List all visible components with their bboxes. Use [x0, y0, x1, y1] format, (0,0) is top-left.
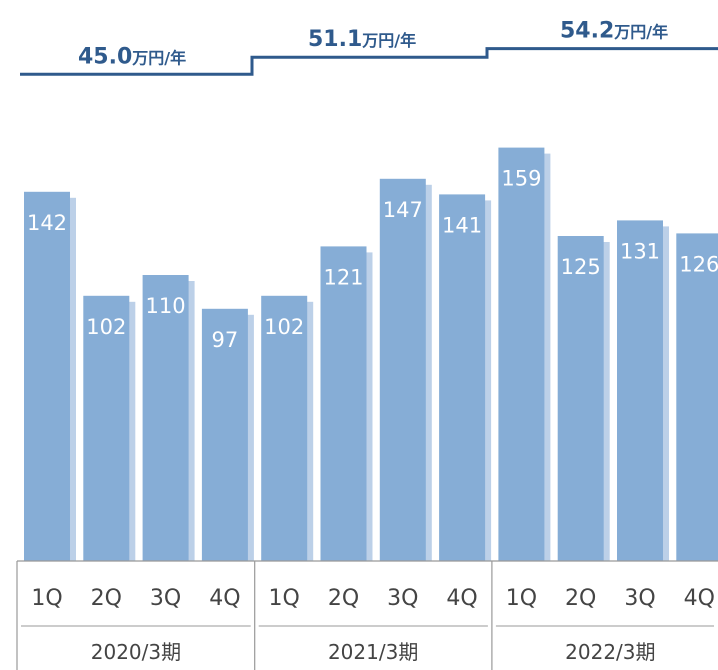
bar-value-label: 159 [501, 167, 541, 191]
bar-value-label: 110 [146, 294, 186, 318]
fiscal-year-label: 2022/3期 [565, 640, 655, 664]
bar-value-label: 125 [561, 255, 601, 279]
bar-9 [498, 147, 545, 561]
bar-value-label: 141 [442, 213, 482, 237]
bar-6 [320, 246, 367, 561]
bar-value-label: 121 [323, 265, 363, 289]
bar-10 [557, 236, 604, 561]
bar-12 [676, 233, 718, 561]
annual-average-label: 54.2万円/年 [560, 19, 668, 44]
annual-average-step-line: 45.0万円/年 51.1万円/年 54.2万円/年 [20, 19, 718, 76]
bar-value-label: 102 [86, 315, 126, 339]
quarter-tick-label: 4Q [209, 586, 240, 611]
quarter-tick-label: 3Q [624, 586, 655, 611]
bar-value-label: 147 [383, 198, 423, 222]
category-axis: 1Q 2Q 3Q 4Q 1Q 2Q 3Q 4Q 1Q 2Q 3Q 4Q 2020/3期 2021/3期 20… [16, 560, 718, 670]
bar-7 [379, 178, 426, 562]
bar-value-label: 102 [264, 315, 304, 339]
quarter-tick-label: 2Q [328, 586, 359, 611]
quarter-tick-label: 2Q [565, 586, 596, 611]
quarter-tick-label: 1Q [269, 586, 300, 611]
quarter-tick-label: 4Q [446, 586, 477, 611]
bar-3 [142, 275, 189, 561]
quarter-tick-label: 1Q [506, 586, 537, 611]
bars: 142 102 110 97 102 121 147 141 159 125 131 126 [24, 147, 718, 562]
bar-value-label: 97 [212, 328, 239, 352]
bar-2 [83, 295, 130, 561]
bar-value-label: 126 [679, 252, 718, 276]
bar-value-label: 142 [27, 211, 67, 235]
quarter-tick-label: 3Q [387, 586, 418, 611]
bar-1 [24, 191, 70, 562]
bar-11 [617, 220, 663, 561]
quarter-tick-label: 2Q [91, 586, 122, 611]
quarter-tick-label: 4Q [684, 586, 715, 611]
quarter-tick-label: 3Q [150, 586, 181, 611]
fiscal-year-label: 2021/3期 [328, 640, 418, 664]
fiscal-year-label: 2020/3期 [91, 640, 181, 664]
bar-5 [261, 295, 308, 561]
bar-8 [439, 194, 486, 561]
bar-value-label: 131 [620, 239, 660, 263]
quarter-tick-label: 1Q [31, 586, 62, 611]
annual-average-label: 51.1万円/年 [308, 27, 416, 52]
bar-4 [201, 308, 248, 561]
step-line [20, 47, 718, 76]
annual-average-label: 45.0万円/年 [78, 44, 186, 69]
